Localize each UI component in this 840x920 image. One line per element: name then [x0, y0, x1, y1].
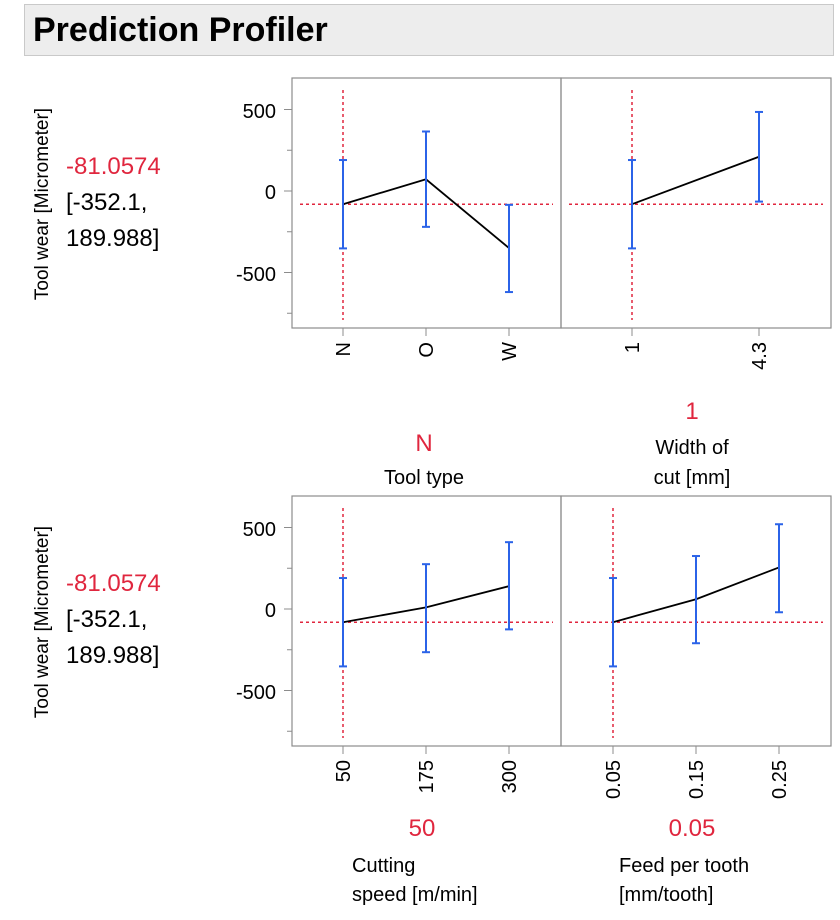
plot-frame — [560, 77, 832, 329]
response-value: -81.0574 — [66, 570, 161, 597]
x-tick-label: 175 — [416, 760, 438, 793]
x-tick-label: 50 — [333, 760, 355, 782]
profiler-header: Prediction Profiler — [24, 4, 834, 56]
x-tick-label: 300 — [499, 760, 521, 793]
response-ci-low: [-352.1, — [66, 189, 147, 216]
x-tick-label: N — [333, 342, 355, 356]
factor-name-feed-per-tooth: Feed per tooth — [619, 855, 749, 877]
x-tick-label: 1 — [622, 342, 644, 353]
response-axis-label: Tool wear [Micrometer] — [32, 526, 53, 718]
factor-name-tool-type: Tool type — [384, 467, 464, 489]
response-ci-high: 189.988] — [66, 642, 159, 669]
factor-name-width-of-cut: cut [mm] — [654, 467, 731, 489]
x-tick-label: 0.15 — [686, 760, 708, 799]
y-tick-label: -500 — [236, 264, 276, 286]
factor-name-cutting-speed: speed [m/min] — [352, 884, 478, 906]
y-tick-label: 500 — [243, 519, 276, 541]
factor-current-width-of-cut[interactable]: 1 — [685, 398, 698, 425]
y-tick-label: 500 — [243, 101, 276, 123]
factor-name-feed-per-tooth: [mm/tooth] — [619, 884, 713, 906]
page-title: Prediction Profiler — [33, 11, 328, 49]
factor-name-cutting-speed: Cutting — [352, 855, 415, 877]
y-tick-label: -500 — [236, 682, 276, 704]
factor-name-width-of-cut: Width of — [655, 437, 729, 459]
x-tick-label: 4.3 — [749, 342, 771, 370]
y-tick-label: 0 — [265, 600, 276, 622]
x-tick-label: 0.25 — [769, 760, 791, 799]
response-ci-low: [-352.1, — [66, 606, 147, 633]
y-tick-label: 0 — [265, 182, 276, 204]
prediction-trace — [631, 155, 760, 206]
factor-current-tool-type[interactable]: N — [415, 430, 432, 457]
x-tick-label: W — [499, 342, 521, 361]
response-value: -81.0574 — [66, 153, 161, 180]
x-tick-label: 0.05 — [603, 760, 625, 799]
x-tick-label: O — [416, 342, 438, 358]
factor-current-cutting-speed[interactable]: 50 — [409, 815, 436, 842]
response-ci-high: 189.988] — [66, 225, 159, 252]
response-axis-label: Tool wear [Micrometer] — [32, 108, 53, 300]
factor-current-feed-per-tooth[interactable]: 0.05 — [669, 815, 716, 842]
